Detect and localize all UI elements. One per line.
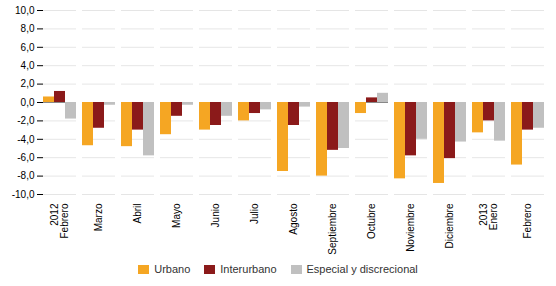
svg-text:2,0: 2,0	[21, 78, 35, 89]
svg-text:Agosto: Agosto	[288, 203, 299, 235]
svg-text:Julio: Julio	[249, 203, 260, 224]
svg-text:-8,0: -8,0	[17, 170, 35, 181]
svg-text:2013Enero: 2013Enero	[478, 203, 499, 230]
svg-text:-6,0: -6,0	[17, 152, 35, 163]
svg-text:Abril: Abril	[132, 204, 143, 224]
svg-text:Febrero: Febrero	[522, 203, 533, 238]
svg-text:0,0: 0,0	[21, 97, 35, 108]
svg-text:4,0: 4,0	[21, 60, 35, 71]
html-text:Especial y discrecional: Especial y discrecional	[306, 263, 418, 275]
svg-text:-2,0: -2,0	[17, 115, 35, 126]
svg-text:Junio: Junio	[210, 203, 221, 227]
svg-text:-4,0: -4,0	[17, 134, 35, 145]
svg-text:Octubre: Octubre	[366, 203, 377, 239]
svg-text:Diciembre: Diciembre	[444, 203, 455, 248]
svg-text:2012Febrero: 2012Febrero	[49, 203, 70, 238]
svg-text:Noviembre: Noviembre	[405, 203, 416, 252]
svg-text:Mayo: Mayo	[171, 203, 182, 228]
svg-text:Septiembre: Septiembre	[327, 203, 338, 255]
svg-text:6,0: 6,0	[21, 42, 35, 53]
svg-text:Marzo: Marzo	[93, 203, 104, 231]
svg-text:-10,0: -10,0	[12, 189, 35, 200]
html-text:Interurbano: Interurbano	[220, 263, 277, 275]
svg-text:8,0: 8,0	[21, 23, 35, 34]
html-text:Urbano: Urbano	[154, 263, 191, 275]
svg-text:10,0: 10,0	[15, 5, 35, 16]
